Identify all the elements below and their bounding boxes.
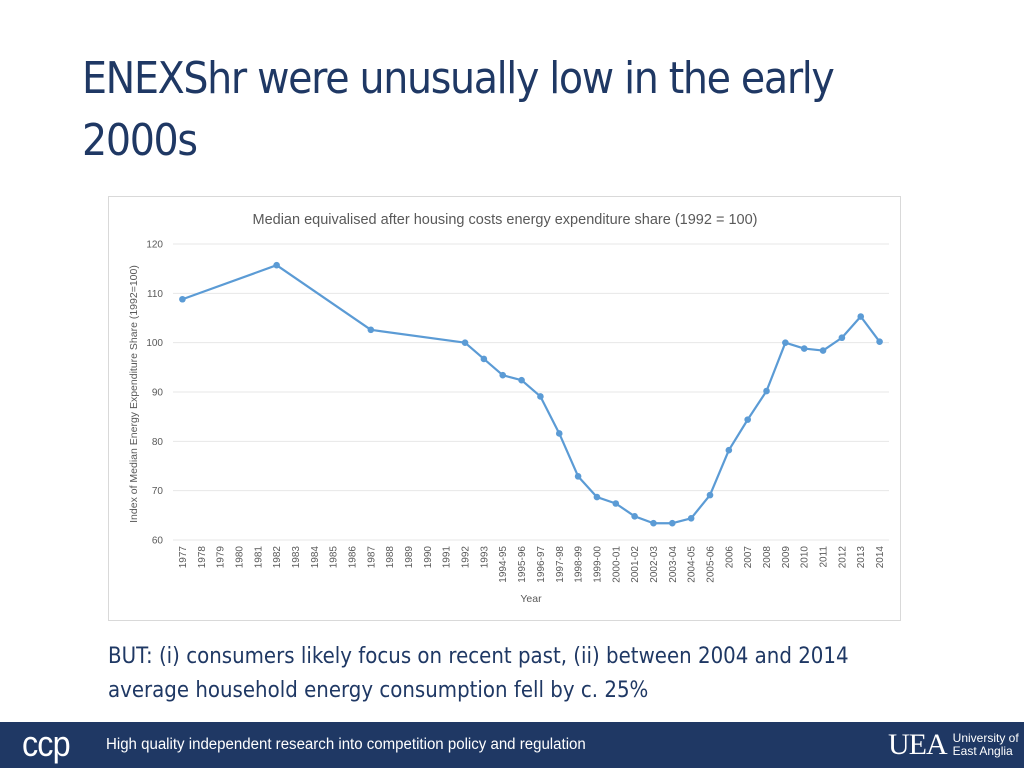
x-tick-label: 2012 — [837, 546, 848, 569]
data-point — [179, 295, 186, 303]
x-tick-label: 1994-95 — [498, 546, 509, 583]
data-point — [876, 338, 883, 345]
data-point — [857, 313, 865, 320]
data-point — [555, 430, 563, 437]
x-tick-label: 1979 — [216, 546, 227, 569]
y-tick-label: 120 — [146, 240, 163, 251]
data-point — [763, 387, 770, 395]
data-point — [574, 473, 582, 480]
data-point — [800, 345, 808, 352]
x-tick-label: 2011 — [819, 546, 830, 568]
x-tick-label: 1985 — [329, 546, 340, 569]
data-point — [612, 500, 620, 507]
data-point — [782, 339, 789, 346]
uea-logo-mark: UEA — [888, 728, 948, 761]
x-tick-label: 2001-02 — [630, 546, 641, 583]
x-tick-label: 1990 — [423, 546, 434, 569]
series-line — [182, 264, 881, 525]
x-tick-label: 1986 — [348, 546, 359, 569]
footer-bar: ccp High quality independent research in… — [0, 722, 1024, 768]
y-axis-ticks: 60 70 80 90 100 110 120 — [146, 240, 163, 547]
x-tick-label: 1983 — [291, 546, 302, 569]
chart-frame: Median equivalised after housing costs e… — [108, 196, 901, 621]
x-tick-label: 1996-97 — [536, 546, 547, 583]
x-tick-label: 1991 — [442, 546, 453, 569]
y-tick-label: 60 — [152, 536, 164, 547]
y-tick-label: 110 — [147, 289, 163, 300]
data-point — [273, 261, 280, 269]
uea-logo: UEA University of East Anglia — [888, 728, 1019, 762]
x-tick-label: 1981 — [253, 546, 264, 569]
data-point — [480, 355, 488, 363]
y-tick-label: 90 — [152, 388, 164, 399]
x-tick-label: 2004-05 — [687, 546, 698, 583]
x-tick-label: 1992 — [461, 546, 472, 569]
x-tick-label: 1997-98 — [555, 546, 566, 583]
x-tick-label: 1995-96 — [517, 546, 528, 583]
x-tick-label: 2007 — [743, 546, 754, 569]
data-point — [725, 446, 733, 454]
data-point — [537, 393, 544, 400]
x-tick-label: 2008 — [762, 546, 773, 569]
uea-logo-line1: University of — [952, 731, 1019, 745]
uea-logo-line2: East Anglia — [952, 744, 1013, 758]
footer-tagline: High quality independent research into c… — [106, 736, 586, 753]
x-tick-label: 2010 — [800, 546, 811, 569]
x-tick-label: 1982 — [272, 546, 283, 569]
gridlines — [173, 243, 889, 541]
x-axis-ticks: 1977 1978 1979 1980 1981 1982 1983 1984 1985 1986… — [178, 546, 886, 583]
y-axis-title: Index of Median Energy Expenditure Share… — [128, 265, 140, 523]
data-point — [631, 513, 638, 520]
x-tick-label: 2002-03 — [649, 546, 660, 583]
x-tick-label: 2014 — [875, 546, 886, 569]
series-ENEXShr — [179, 261, 883, 527]
x-axis-title: Year — [520, 593, 542, 605]
y-tick-label: 100 — [146, 338, 163, 349]
x-tick-label: 1978 — [197, 546, 208, 569]
uea-logo-text: University of East Anglia — [953, 732, 1019, 758]
slide-title: ENEXShr were unusually low in the early … — [82, 53, 835, 166]
x-tick-label: 2013 — [856, 546, 867, 569]
data-point — [461, 339, 469, 346]
x-tick-label: 1988 — [385, 546, 396, 569]
x-tick-label: 2005-06 — [706, 546, 717, 583]
body-paragraph: BUT: (i) consumers likely focus on recen… — [108, 644, 849, 703]
data-point — [744, 416, 751, 423]
data-point — [669, 519, 676, 527]
x-tick-label: 1989 — [404, 546, 415, 569]
x-tick-label: 2006 — [724, 546, 735, 569]
x-tick-label: 1977 — [178, 546, 189, 569]
body-text: BUT: (i) consumers likely focus on recen… — [108, 640, 849, 708]
ccp-logo: ccp — [22, 723, 71, 764]
chart-title: Median equivalised after housing costs e… — [252, 212, 757, 228]
x-tick-label: 1999-00 — [592, 546, 603, 583]
y-tick-label: 70 — [152, 486, 164, 497]
x-tick-label: 1984 — [310, 546, 321, 569]
data-point — [367, 326, 375, 334]
data-point — [593, 493, 601, 501]
data-point — [706, 491, 714, 499]
data-point — [838, 334, 846, 342]
x-tick-label: 1987 — [366, 546, 377, 569]
x-tick-label: 2009 — [781, 546, 792, 569]
x-tick-label: 2000-01 — [611, 546, 622, 583]
x-tick-label: 2003-04 — [668, 546, 679, 583]
data-point — [819, 347, 827, 354]
x-tick-label: 1998-99 — [574, 546, 585, 583]
data-point — [518, 376, 525, 384]
data-point — [650, 519, 657, 527]
line-chart: Median equivalised after housing costs e… — [128, 212, 889, 605]
x-tick-label: 1980 — [234, 546, 245, 569]
data-point — [499, 371, 507, 379]
y-tick-label: 80 — [152, 437, 164, 448]
data-point — [687, 514, 695, 522]
x-tick-label: 1993 — [479, 546, 490, 569]
